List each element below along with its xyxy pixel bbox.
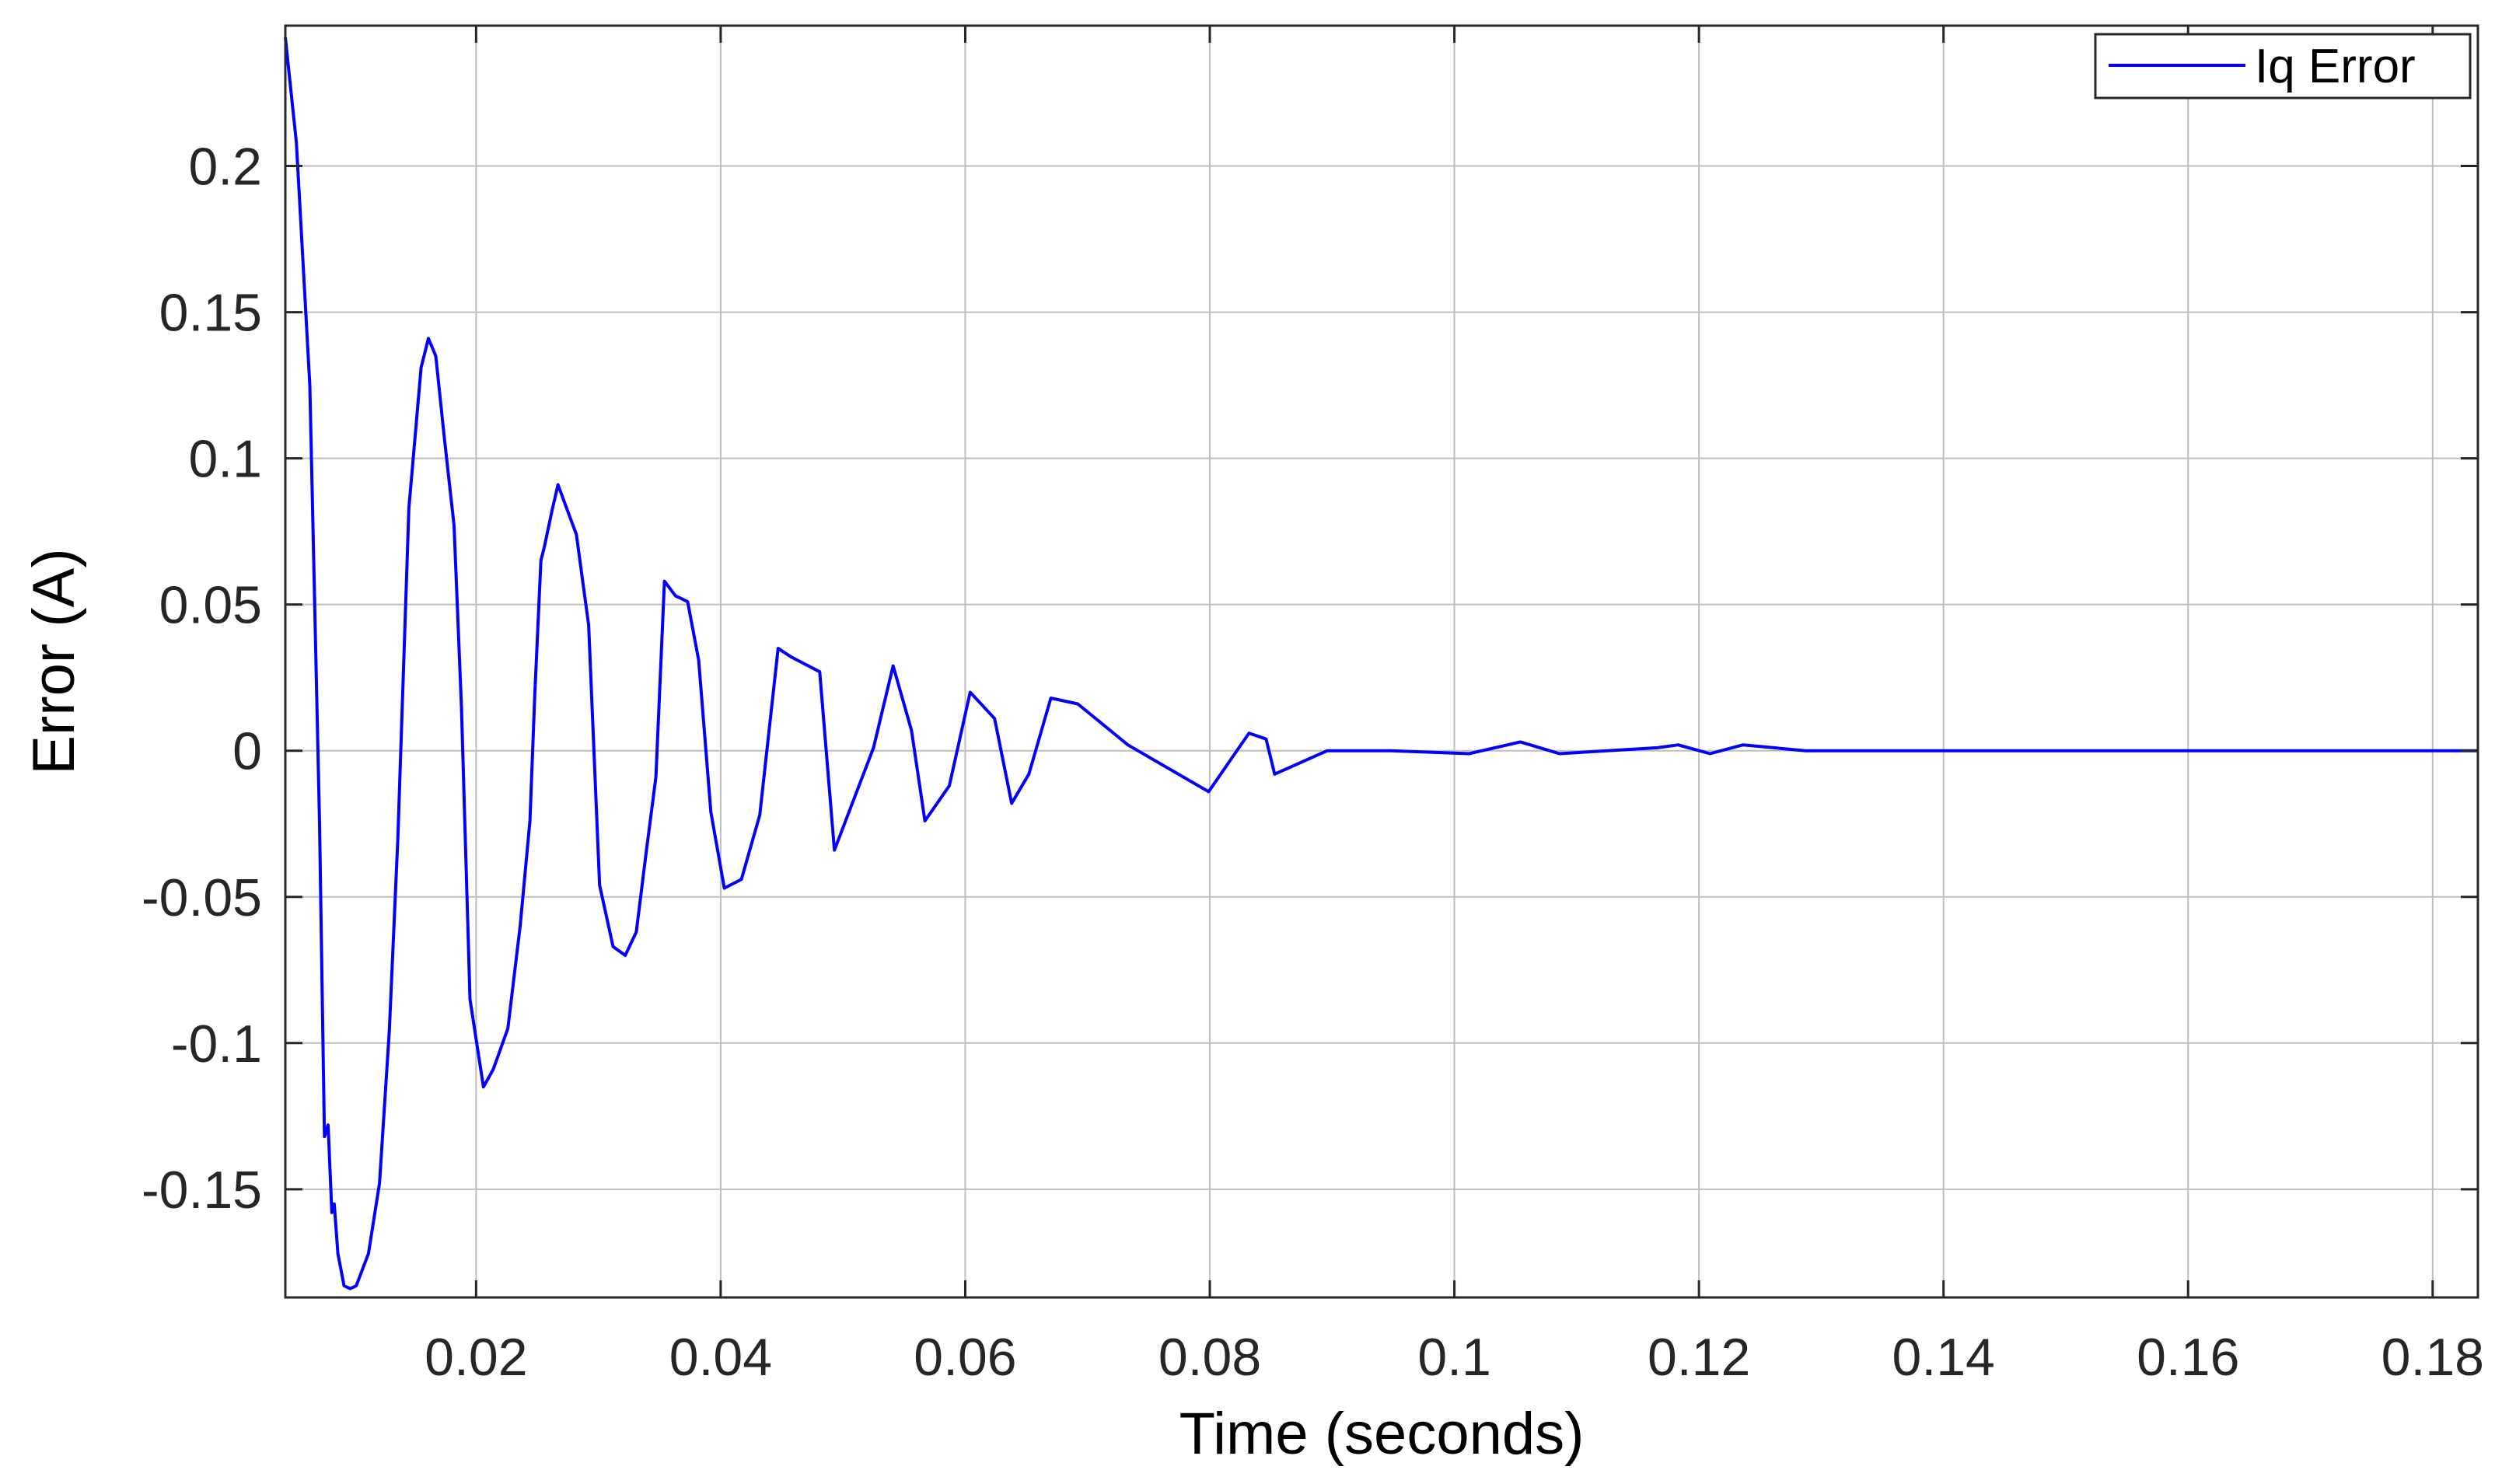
legend-label-iq-error: Iq Error <box>2255 40 2416 93</box>
x-tick-labels: 0.02 0.04 0.06 0.08 0.1 0.12 0.14 0.16 0.18 <box>425 1328 2484 1387</box>
y-tick-label: 0.2 <box>188 138 262 197</box>
legend: Iq Error <box>2094 33 2472 100</box>
series-line-iq-error <box>284 37 2478 1290</box>
x-tick-label: 0.04 <box>669 1328 772 1387</box>
y-tick-label: 0.15 <box>159 284 262 343</box>
y-tick-label: 0.1 <box>188 430 262 489</box>
x-tick-label: 0.12 <box>1648 1328 1750 1387</box>
x-tick-label: 0.02 <box>425 1328 527 1387</box>
y-tick-label: 0 <box>232 722 262 781</box>
x-tick-label: 0.08 <box>1158 1328 1261 1387</box>
y-tick-label: -0.05 <box>142 868 262 927</box>
y-tick-label: -0.15 <box>142 1161 262 1220</box>
y-tick-label: -0.1 <box>171 1014 262 1074</box>
x-tick-label: 0.14 <box>1892 1328 1995 1387</box>
x-tick-label: 0.18 <box>2381 1328 2484 1387</box>
tick-marks <box>285 26 2478 1297</box>
x-tick-label: 0.16 <box>2137 1328 2239 1387</box>
x-tick-label: 0.1 <box>1417 1328 1491 1387</box>
axes-box <box>284 24 2479 1299</box>
plot-area <box>284 37 2478 1290</box>
x-axis-label: Time (seconds) <box>1179 1401 1585 1467</box>
y-tick-label: 0.05 <box>159 576 262 635</box>
x-tick-label: 0.06 <box>914 1328 1016 1387</box>
y-tick-labels: -0.15 -0.1 -0.05 0 0.05 0.1 0.15 0.2 <box>142 138 262 1220</box>
y-axis-label: Error (A) <box>21 548 87 774</box>
